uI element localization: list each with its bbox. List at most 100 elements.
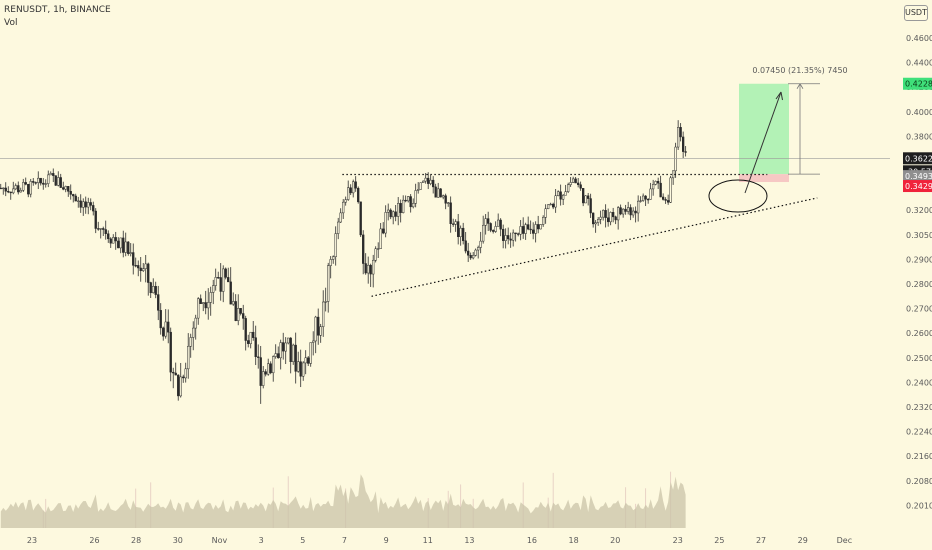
candle [484,214,487,235]
volume-indicator-label[interactable]: Vol [4,18,18,28]
candle [514,232,517,242]
candle [367,256,370,284]
ascending-trendline[interactable] [371,197,818,297]
candle [389,208,392,220]
candle [184,362,187,383]
candle [449,196,452,233]
candle [557,190,560,197]
candle [487,211,490,231]
candle [549,202,552,206]
candle [617,206,620,230]
candle [462,222,465,245]
candle [44,179,47,188]
candle [499,218,502,237]
x-axis: 23 26 28 30 Nov 3 5 7 9 11 13 16 18 20 23 25 27 29 Dec [27,536,852,545]
currency-button[interactable]: USDT [904,5,928,21]
candle [227,267,230,283]
x-tick-label: 25 [714,536,724,545]
candle [632,207,635,218]
candle [419,182,422,190]
candle [207,288,210,320]
candle [527,216,530,231]
long-position-zones [739,83,789,183]
candle [377,242,380,258]
candle [187,333,190,379]
candle [629,204,632,221]
candle [407,196,410,203]
candle [322,290,325,337]
candle [427,172,430,190]
candle [459,225,462,246]
candle [332,255,335,264]
candle [394,205,397,222]
stop-zone[interactable] [739,174,789,183]
candle [334,226,337,266]
candle [422,180,425,183]
candle [676,120,680,150]
candle [127,241,130,256]
candle [349,184,352,196]
candle [234,294,237,322]
candle [317,308,320,345]
ellipse-drawing[interactable] [708,179,768,213]
candle [249,331,252,349]
candle [599,210,602,225]
candle [609,211,612,226]
candle [29,178,32,198]
candle [264,369,267,377]
candle [412,198,415,209]
candle [607,208,610,227]
candle [542,215,545,227]
candle [247,334,250,348]
candle [324,287,327,312]
candle [547,204,550,210]
target-zone[interactable] [739,83,789,175]
candle [504,228,507,249]
candle [402,195,405,214]
x-tick-label: 30 [173,536,183,545]
candle [259,345,262,404]
candle [242,304,245,330]
drawing-tools: 0.07450 (21.35%) 7450 [0,66,890,297]
candle [129,243,132,257]
candle [142,263,145,273]
candle [622,208,625,218]
candle [602,209,605,221]
candle [159,303,162,335]
candle [42,178,45,190]
candle [122,230,125,258]
candle [274,344,277,359]
forecast-arrow[interactable] [744,91,782,194]
candle [429,174,432,186]
x-tick-label: 5 [300,536,305,545]
candle [154,281,157,299]
target-price-tag: 0.42281 [903,77,932,90]
x-tick-label: 3 [259,536,264,545]
candle [34,181,37,185]
candle [2,187,5,195]
x-tick-label: 29 [798,536,808,545]
candle [492,229,495,234]
candle [369,263,372,287]
candle [182,374,185,383]
candle [47,170,50,188]
chart-header: RENUSDT, 1h, BINANCE Vol [4,4,111,30]
candle [644,195,647,207]
candle [239,308,242,316]
candle [439,188,442,198]
candle [0,183,2,190]
candle [474,248,477,257]
candle [352,179,355,198]
candle [202,302,205,312]
candle [362,230,365,275]
